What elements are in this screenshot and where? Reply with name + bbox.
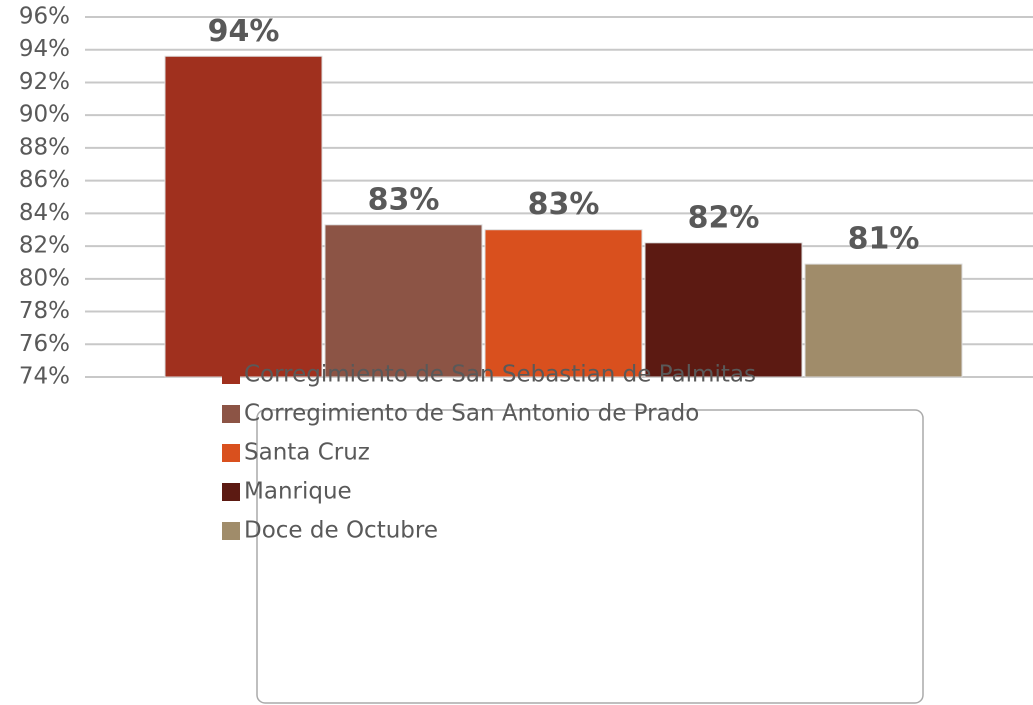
legend-label: Corregimiento de San Antonio de Prado bbox=[244, 401, 699, 427]
legend-box bbox=[256, 409, 924, 704]
y-tick-label: 84% bbox=[19, 200, 70, 226]
legend-swatch bbox=[222, 444, 240, 462]
data-label: 81% bbox=[848, 222, 920, 257]
legend-swatch bbox=[222, 405, 240, 423]
legend-swatch bbox=[222, 483, 240, 501]
data-label: 83% bbox=[368, 182, 440, 217]
y-tick-label: 90% bbox=[19, 102, 70, 128]
legend-label: Manrique bbox=[244, 479, 352, 505]
y-tick-label: 92% bbox=[19, 69, 70, 95]
y-tick-label: 78% bbox=[19, 298, 70, 324]
bar bbox=[804, 263, 963, 378]
bar bbox=[324, 224, 483, 378]
y-tick-label: 86% bbox=[19, 167, 70, 193]
legend-label: Corregimiento de San Sebastian de Palmit… bbox=[244, 362, 756, 388]
data-label: 94% bbox=[208, 14, 280, 49]
legend-swatch bbox=[222, 522, 240, 540]
y-tick-label: 76% bbox=[19, 331, 70, 357]
y-tick-label: 74% bbox=[19, 364, 70, 390]
legend-swatch bbox=[222, 366, 240, 384]
y-tick-label: 82% bbox=[19, 233, 70, 259]
bar bbox=[164, 55, 323, 378]
data-label: 83% bbox=[528, 187, 600, 222]
bar bbox=[484, 229, 643, 378]
legend-label: Santa Cruz bbox=[244, 440, 370, 466]
y-tick-label: 80% bbox=[19, 265, 70, 291]
y-tick-label: 96% bbox=[19, 4, 70, 30]
y-tick-label: 88% bbox=[19, 134, 70, 160]
bar bbox=[644, 242, 803, 378]
data-label: 82% bbox=[688, 200, 760, 235]
legend-label: Doce de Octubre bbox=[244, 518, 438, 544]
y-tick-label: 94% bbox=[19, 36, 70, 62]
